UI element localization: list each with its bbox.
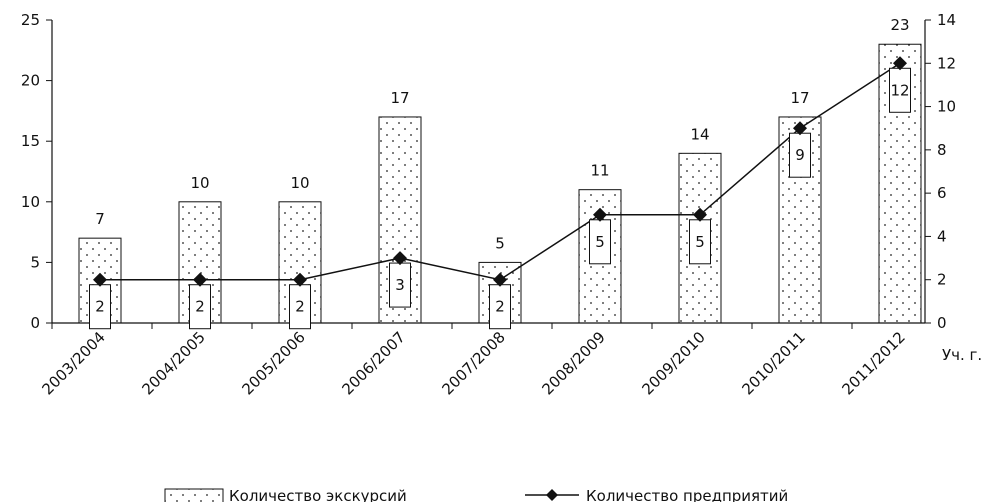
y-right-tick-label: 6 — [937, 184, 947, 202]
y-right-tick-label: 0 — [937, 314, 947, 332]
line-marker — [893, 56, 907, 71]
bar-value-label: 11 — [590, 162, 609, 180]
line-marker — [193, 272, 207, 287]
bar-value-label: 17 — [790, 89, 809, 107]
bar-value-label: 14 — [690, 125, 709, 143]
y-right-tick-label: 8 — [937, 141, 947, 159]
x-tick-label: 2004/2005 — [139, 328, 209, 398]
bar — [278, 201, 322, 324]
legend-line-marker — [546, 489, 558, 501]
x-tick-label: 2006/2007 — [339, 328, 409, 398]
y-right-tick-label: 2 — [937, 271, 947, 289]
line-marker — [293, 272, 307, 287]
line-marker — [593, 207, 607, 222]
y-left-tick-label: 10 — [21, 193, 40, 211]
bar-value-label: 5 — [495, 234, 505, 252]
line-marker — [493, 272, 507, 287]
labels-layer: 7 10 10 17 5 11 14 17 23 — [95, 16, 909, 252]
legend-line-label: Количество предприятий — [586, 487, 788, 502]
legend-bar-swatch — [164, 488, 224, 502]
y-right-tick-label: 14 — [937, 11, 956, 29]
y-right-tick-label: 4 — [937, 227, 947, 245]
x-tick-label: 2010/2011 — [739, 328, 809, 398]
line-value-label: 5 — [695, 233, 705, 251]
y-right-tick-label: 12 — [937, 54, 956, 72]
x-tick-label: 2007/2008 — [439, 328, 509, 398]
x-tick-label: 2011/2012 — [839, 328, 909, 398]
bar-value-label: 10 — [190, 174, 209, 192]
line-marker — [693, 207, 707, 222]
line-value-label: 12 — [890, 81, 909, 99]
line-value-label: 2 — [495, 298, 505, 316]
x-tick-label: 2003/2004 — [39, 328, 109, 398]
bar-value-label: 23 — [890, 16, 909, 34]
line-value-label: 2 — [195, 298, 205, 316]
y-left-tick-label: 5 — [30, 253, 40, 271]
line-marker — [393, 251, 407, 266]
legend: Количество экскурсий Количество предприя… — [164, 487, 788, 502]
y-left-tick-label: 15 — [21, 132, 40, 150]
y-left-tick-label: 0 — [30, 314, 40, 332]
x-tick-label: 2009/2010 — [639, 328, 709, 398]
bar-value-label: 10 — [290, 174, 309, 192]
line-value-label: 2 — [295, 298, 305, 316]
line-value-label: 9 — [795, 146, 805, 164]
line-layer: 2 2 2 3 2 5 5 9 12 — [89, 56, 911, 330]
line-value-label: 3 — [395, 276, 405, 294]
bar-value-label: 17 — [390, 89, 409, 107]
legend-bar-label: Количество экскурсий — [229, 487, 407, 502]
line-value-label: 2 — [95, 298, 105, 316]
y-left-tick-label: 25 — [21, 11, 40, 29]
y-left-tick-label: 20 — [21, 72, 40, 90]
bar-value-label: 7 — [95, 210, 105, 228]
x-tick-label: 2005/2006 — [239, 328, 309, 398]
line-marker — [793, 121, 807, 136]
line-marker — [93, 272, 107, 287]
line-value-label: 5 — [595, 233, 605, 251]
x-tick-label: 2008/2009 — [539, 328, 609, 398]
y-right-tick-label: 10 — [937, 98, 956, 116]
x-axis-label: Уч. г. — [942, 346, 982, 364]
